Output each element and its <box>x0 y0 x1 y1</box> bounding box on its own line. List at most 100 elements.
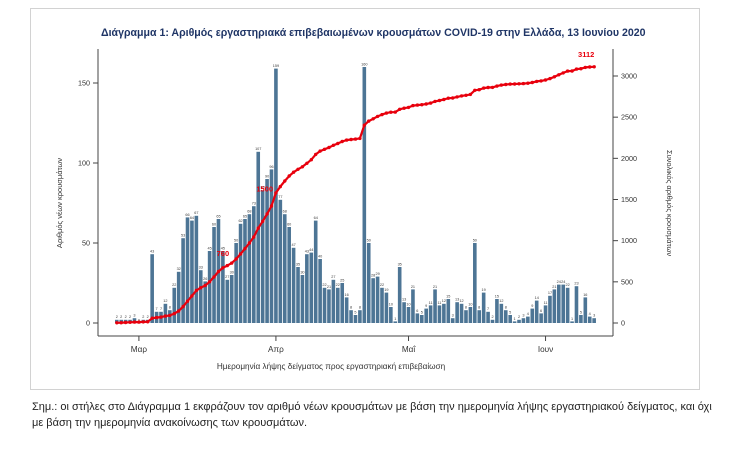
bar-value-label: 9 <box>531 304 533 308</box>
bar-value-label: 160 <box>361 62 367 66</box>
bar-value-label: 2 <box>129 315 131 319</box>
cumulative-point <box>539 79 543 83</box>
bar-value-label: 14 <box>535 296 539 300</box>
bar-value-label: 73 <box>252 202 256 206</box>
daily-cases-bar <box>203 281 207 323</box>
cumulative-point <box>490 85 495 90</box>
cumulative-point <box>344 138 349 142</box>
bar-value-label: 60 <box>287 222 291 226</box>
covid-chart: Διάγραμμα 1: Αριθμός εργαστηριακά επιβεβ… <box>55 27 674 371</box>
daily-cases-bar <box>353 315 358 323</box>
cumulative-point <box>336 141 340 146</box>
cumulative-point <box>477 88 481 92</box>
daily-cases-bar <box>269 169 274 323</box>
bar-value-label: 4 <box>527 312 529 316</box>
cumulative-point <box>309 158 313 162</box>
cumulative-point <box>265 212 269 216</box>
daily-cases-bar <box>265 179 269 323</box>
bar-value-label: 5 <box>354 310 356 314</box>
bar-value-label: 11 <box>437 301 441 305</box>
daily-cases-bar <box>260 190 265 323</box>
cumulative-point <box>322 147 327 151</box>
bar-value-label: 64 <box>314 216 318 220</box>
line-annotations: 760 1500 3112 <box>217 50 595 258</box>
daily-cases-bar <box>243 219 247 323</box>
cumulative-point <box>428 101 433 105</box>
cumulative-point <box>548 76 552 81</box>
cumulative-point <box>588 65 592 69</box>
bar-value-label: 45 <box>221 246 225 250</box>
right-tick-label: 2500 <box>621 113 637 122</box>
bar-value-label: 33 <box>199 266 203 270</box>
cumulative-point <box>526 81 530 85</box>
cumulative-point <box>433 99 437 104</box>
daily-cases-bar <box>521 318 526 323</box>
bar-value-label: 83 <box>261 186 265 190</box>
cumulative-point <box>583 65 587 70</box>
cumulative-point <box>451 96 455 100</box>
bar-value-label: 7 <box>160 307 162 311</box>
cumulative-annotation: 3112 <box>578 50 594 59</box>
bar-value-label: 6 <box>540 309 542 313</box>
bar-value-label: 2 <box>518 315 520 319</box>
cumulative-point <box>521 81 526 86</box>
cumulative-point <box>389 110 393 114</box>
bar-value-label: 1 <box>571 317 573 321</box>
daily-cases-bar <box>464 310 468 323</box>
cumulative-point <box>225 263 229 268</box>
daily-cases-bar <box>495 299 499 323</box>
cumulative-point <box>512 82 517 86</box>
bar-value-label: 30 <box>300 270 304 274</box>
daily-cases-bar <box>477 310 482 323</box>
daily-cases-bar <box>291 247 296 323</box>
daily-cases-bar <box>508 315 512 323</box>
daily-cases-bar <box>534 300 539 323</box>
daily-cases-bar <box>468 307 473 323</box>
left-tick-label: 50 <box>82 239 90 248</box>
bar-value-label: 5 <box>421 310 423 314</box>
bar-value-label: 15 <box>495 294 499 298</box>
cumulative-point <box>424 102 428 106</box>
bar-value-label: 47 <box>291 243 295 247</box>
daily-cases-bar <box>371 278 375 323</box>
cumulative-point <box>172 311 176 316</box>
bar-value-label: 8 <box>478 306 480 310</box>
bar-value-label: 17 <box>548 291 552 295</box>
bar-value-label: 13 <box>402 298 406 302</box>
cumulative-point <box>305 161 309 165</box>
daily-cases-bar <box>517 319 521 323</box>
bar-value-label: 12 <box>499 299 503 303</box>
cumulative-point <box>349 137 353 142</box>
cumulative-point <box>128 320 132 324</box>
daily-cases-bar <box>486 311 490 323</box>
cumulative-point <box>261 219 265 223</box>
cumulative-point <box>464 93 468 98</box>
daily-cases-bar <box>362 67 367 323</box>
daily-cases-bar <box>450 318 455 323</box>
daily-cases-bar <box>221 251 225 323</box>
month-tick-label: Απρ <box>268 345 284 354</box>
right-tick-label: 0 <box>621 319 625 328</box>
daily-cases-bar <box>411 289 415 323</box>
bar-value-label: 22 <box>380 283 384 287</box>
bar-value-label: 26 <box>203 277 207 281</box>
daily-cases-bar <box>207 251 212 323</box>
cumulative-point <box>141 320 145 324</box>
daily-cases-bar <box>252 206 256 323</box>
daily-cases-bar <box>282 214 287 323</box>
cumulative-point <box>194 288 199 293</box>
daily-cases-bar <box>552 289 557 323</box>
cumulative-point <box>530 80 534 85</box>
cumulative-point <box>314 152 318 157</box>
cumulative-point <box>331 143 336 147</box>
right-tick-label: 1000 <box>621 236 637 245</box>
cumulative-point <box>393 110 397 114</box>
cumulative-point <box>278 184 282 189</box>
daily-cases-bar <box>406 307 411 323</box>
daily-cases-bar <box>503 310 508 323</box>
daily-cases-bar <box>349 310 353 323</box>
left-tick-label: 150 <box>78 79 90 88</box>
bar-value-label: 21 <box>327 285 331 289</box>
daily-cases-bar <box>539 313 543 323</box>
